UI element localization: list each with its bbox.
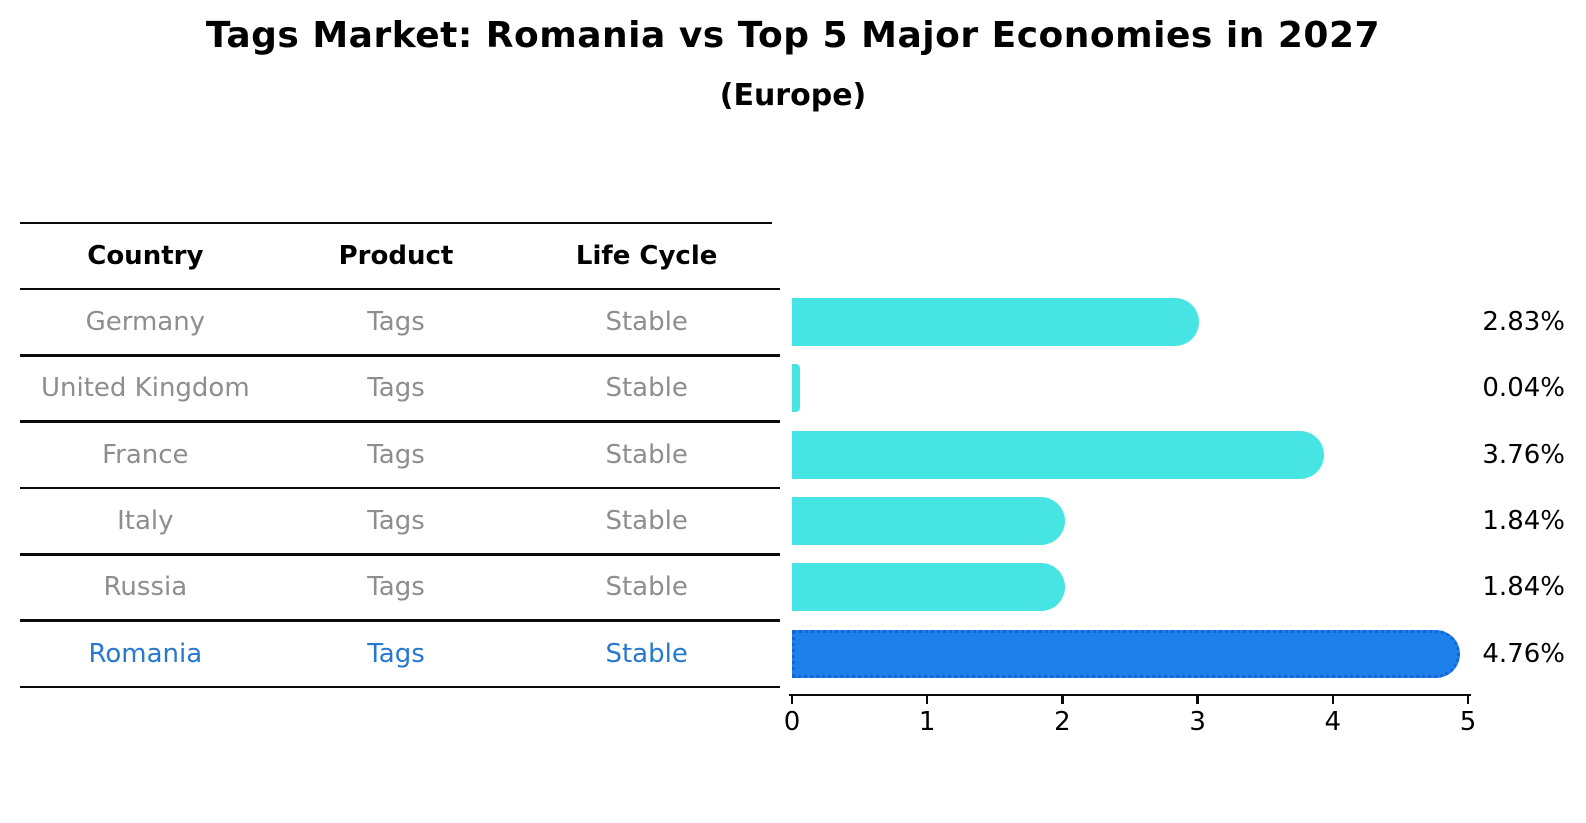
table-top-line bbox=[20, 221, 772, 225]
column-header-country: Country bbox=[87, 241, 204, 271]
table-cell-product: Tags bbox=[367, 505, 425, 536]
x-tick-label: 2 bbox=[1054, 707, 1071, 737]
table-cell-life_cycle: Stable bbox=[605, 505, 688, 536]
x-tick-label: 3 bbox=[1189, 707, 1206, 737]
x-tick bbox=[925, 695, 929, 704]
y-tick bbox=[762, 420, 780, 423]
x-axis-line bbox=[789, 693, 1471, 697]
row-divider-line bbox=[20, 420, 772, 423]
x-tick bbox=[790, 695, 794, 704]
row-divider-line bbox=[20, 354, 772, 357]
x-tick-label: 1 bbox=[918, 707, 936, 737]
y-tick bbox=[762, 486, 780, 490]
row-divider-line bbox=[20, 553, 772, 556]
table-cell-country: Romania bbox=[88, 638, 203, 669]
column-header-product: Product bbox=[338, 241, 454, 271]
table-cell-country: Germany bbox=[85, 307, 206, 337]
table-cell-country: France bbox=[102, 439, 189, 470]
x-tick-label: 4 bbox=[1324, 707, 1342, 737]
table-cell-product: Tags bbox=[367, 572, 425, 603]
bar-value-label: 3.76% bbox=[1482, 439, 1565, 470]
table-cell-life_cycle: Stable bbox=[605, 373, 688, 404]
bar-value-label: 2.83% bbox=[1482, 307, 1565, 337]
bar-france bbox=[792, 430, 1325, 479]
table-cell-life_cycle: Stable bbox=[605, 307, 688, 337]
x-tick bbox=[1466, 695, 1470, 704]
table-cell-life_cycle: Stable bbox=[605, 572, 688, 603]
bar-value-label: 0.04% bbox=[1482, 373, 1565, 404]
table-cell-product: Tags bbox=[367, 373, 425, 404]
table-cell-product: Tags bbox=[367, 638, 425, 669]
row-divider-line bbox=[20, 685, 772, 689]
table-cell-country: United Kingdom bbox=[40, 373, 250, 404]
row-divider-line bbox=[20, 619, 772, 622]
bar-value-label: 1.84% bbox=[1482, 572, 1565, 603]
bar-italy bbox=[792, 496, 1065, 545]
chart-subtitle: (Europe) bbox=[719, 78, 867, 113]
column-header-life-cycle: Life Cycle bbox=[575, 241, 718, 271]
x-tick bbox=[1061, 695, 1064, 704]
row-divider-line bbox=[20, 486, 772, 490]
table-cell-product: Tags bbox=[367, 439, 425, 470]
table-cell-life_cycle: Stable bbox=[605, 638, 688, 669]
y-tick bbox=[762, 619, 780, 622]
chart-title: Tags Market: Romania vs Top 5 Major Econ… bbox=[205, 15, 1381, 56]
x-tick bbox=[1196, 695, 1199, 704]
y-tick bbox=[762, 287, 780, 291]
y-tick bbox=[762, 685, 780, 689]
bar-value-label: 1.84% bbox=[1482, 505, 1565, 536]
bar-romania bbox=[792, 629, 1460, 678]
bar-united-kingdom bbox=[792, 364, 801, 413]
y-tick bbox=[762, 553, 780, 556]
table-cell-life_cycle: Stable bbox=[605, 439, 688, 470]
bar-russia bbox=[792, 563, 1065, 612]
row-divider-line bbox=[20, 287, 772, 291]
x-tick-label: 0 bbox=[783, 707, 801, 737]
table-cell-product: Tags bbox=[367, 307, 425, 337]
table-cell-country: Russia bbox=[103, 572, 188, 603]
x-tick-label: 5 bbox=[1459, 707, 1477, 737]
bar-value-label: 4.76% bbox=[1482, 638, 1565, 669]
bar-germany bbox=[792, 298, 1199, 346]
y-tick bbox=[762, 354, 780, 357]
x-tick bbox=[1331, 695, 1335, 704]
table-cell-country: Italy bbox=[117, 505, 174, 536]
